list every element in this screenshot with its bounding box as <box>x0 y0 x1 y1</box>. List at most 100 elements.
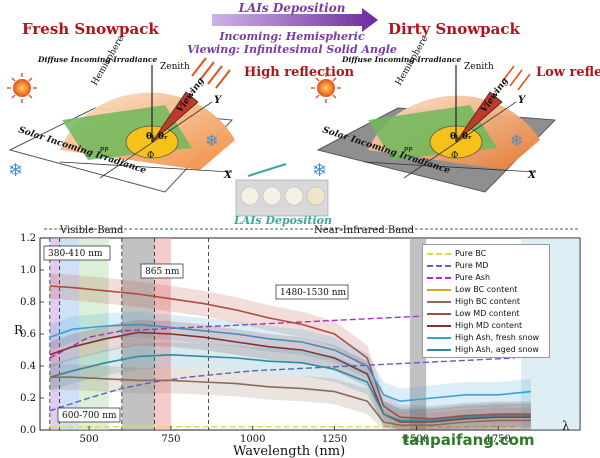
annotation-865-label: 865 nm <box>145 267 180 277</box>
legend-label: Pure Ash <box>455 273 491 282</box>
annotation-380-410: 380-410 nm <box>43 245 111 261</box>
right-viewing-cone <box>455 91 503 143</box>
left-sun-rays-icon <box>7 73 37 103</box>
right-x-label: X <box>527 170 537 181</box>
lambda-label: λ <box>562 419 570 433</box>
legend-entry: High Ash, fresh snow <box>427 332 539 343</box>
left-theta-r-label: θᵣ <box>158 132 168 142</box>
legend-label: Low MD content <box>455 309 520 318</box>
series-line-4 <box>49 323 531 403</box>
series-line-7 <box>49 376 531 426</box>
annotation-1480-1530-label: 1480-1530 nm <box>280 288 347 298</box>
left-y-axis <box>99 101 213 179</box>
legend-label: High Ash, aged snow <box>455 345 539 354</box>
x-tick-label: 1750 <box>485 434 510 445</box>
deposition-arrow <box>212 8 378 32</box>
legend-swatch <box>427 264 451 267</box>
legend-entry: Pure Ash <box>427 272 490 283</box>
reflectance-chart: 500 750 1000 1250 1500 1750 0.0 0.2 0.4 0.6 0.8 1.0… <box>14 225 581 458</box>
legend-label: Pure BC <box>455 249 487 258</box>
x-tick-label: 750 <box>161 434 180 445</box>
series-band-6 <box>49 342 531 430</box>
right-snowflake-icon: ❄ <box>312 160 327 181</box>
annotation-600-700: 600-700 nm <box>57 407 121 423</box>
y-tick-label: 1.0 <box>20 265 36 276</box>
legend-swatch <box>427 336 451 339</box>
x-tick-label: 1250 <box>322 434 347 445</box>
right-diffuse-label: Diffuse Incoming Irradiance <box>341 55 461 64</box>
high-reflection-label: High reflection <box>244 65 355 80</box>
right-reflection-arrows-icon <box>501 65 531 91</box>
left-viewing-cone <box>151 91 199 143</box>
y-tick-label: 0.4 <box>20 361 36 372</box>
right-theta-i-label: θᵢ <box>450 132 459 142</box>
legend-label: High BC content <box>455 297 521 306</box>
left-panel: ❄ ❄ Zenith Hemisphere Viewing Diffuse In… <box>7 34 355 193</box>
y-tick-label: 0.0 <box>20 425 36 436</box>
y-tick-label: 0.6 <box>20 329 36 340</box>
y-axis-label: R <box>14 323 24 337</box>
watermark: tanpaifang.com <box>402 431 535 449</box>
left-y-label: Y <box>214 95 222 106</box>
left-diffuse-label: Diffuse Incoming Irradiance <box>37 55 157 64</box>
incoming-label: Incoming: Hemispheric <box>218 30 365 43</box>
right-theta-r-label: θᵣ <box>462 132 472 142</box>
annotation-600-700-label: 600-700 nm <box>62 411 117 421</box>
x-tick-label: 500 <box>80 434 99 445</box>
right-sun-icon <box>317 79 335 97</box>
y-tick-label: 0.2 <box>20 393 36 404</box>
legend-swatch <box>427 300 451 303</box>
axes-layer: 500 750 1000 1250 1500 1750 0.0 0.2 0.4 0.6 0.8 1.0… <box>20 233 511 445</box>
series-layer <box>49 273 531 430</box>
legend-swatch <box>427 276 451 279</box>
right-x-axis <box>363 161 537 173</box>
right-pp-label: PP <box>404 146 412 154</box>
left-title: Fresh Snowpack <box>22 20 159 38</box>
legend-label: High MD content <box>455 321 523 330</box>
y-tick-label: 0.8 <box>20 297 36 308</box>
arrow-title: LAIs Deposition <box>238 1 346 15</box>
legend-swatch <box>427 252 451 255</box>
series-line-3 <box>49 285 531 420</box>
annotation-1480-1530: 1480-1530 nm <box>275 284 349 300</box>
right-phi-label: Φ <box>451 151 458 161</box>
x-axis-label: Wavelength (nm) <box>233 444 345 458</box>
left-zenith-label: Zenith <box>160 62 190 72</box>
band-380-410 <box>49 238 60 430</box>
left-x-axis <box>59 161 233 173</box>
viewing-label: Viewing: Infinitesimal Solid Angle <box>187 43 397 56</box>
lais-deposition-label: LAIs Deposition <box>233 214 332 227</box>
right-sun-rays-icon <box>311 73 341 103</box>
chart-legend: Pure BC Pure MD Pure Ash Low BC content High… <box>422 244 550 358</box>
legend-swatch <box>427 288 451 291</box>
samples-photo <box>235 179 329 217</box>
visible-band-label: Visible Band <box>59 225 124 236</box>
legend-entry: High MD content <box>427 320 522 331</box>
top-diagram: Fresh Snowpack Dirty Snowpack LAIs Depos… <box>7 1 600 227</box>
x-tick-label: 1500 <box>404 434 429 445</box>
series-band-4 <box>49 311 531 414</box>
right-snowflake-icon-2: ❄ <box>510 131 523 150</box>
legend-entry: High BC content <box>427 296 520 307</box>
left-reflection-arrows-icon <box>191 57 231 89</box>
nir-band-label: Near-Infrared Band <box>314 225 415 236</box>
left-snowflake-icon-2: ❄ <box>205 131 218 150</box>
series-line-5 <box>49 331 531 423</box>
legend-entry: Low MD content <box>427 308 520 319</box>
right-y-label: Y <box>518 95 526 106</box>
right-zenith-label: Zenith <box>464 62 494 72</box>
deposition-pointer <box>247 163 287 177</box>
legend-label: High Ash, fresh snow <box>455 333 540 342</box>
y-tick-label: 1.2 <box>20 233 36 244</box>
legend-entry: Low BC content <box>427 284 517 295</box>
left-x-label: X <box>223 170 233 181</box>
legend-label: Pure MD <box>455 261 489 270</box>
legend-swatch <box>427 348 451 351</box>
legend-swatch <box>427 312 451 315</box>
right-title: Dirty Snowpack <box>388 20 520 38</box>
annotation-380-410-label: 380-410 nm <box>48 249 103 259</box>
left-phi-label: Φ <box>147 151 154 161</box>
x-tick-label: 1000 <box>240 434 265 445</box>
annotation-865: 865 nm <box>140 263 184 279</box>
